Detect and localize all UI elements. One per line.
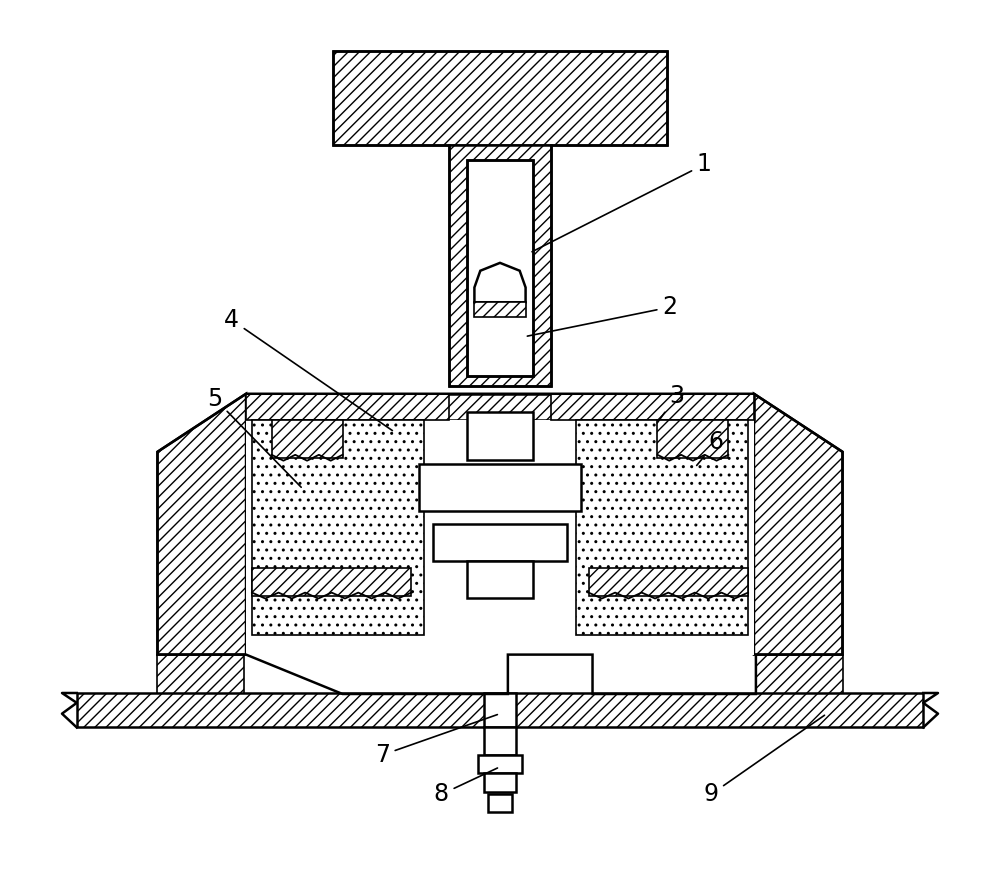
Bar: [467, 159, 533, 376]
Bar: [484, 773, 516, 792]
Bar: [333, 51, 667, 145]
Bar: [486, 695, 514, 726]
Polygon shape: [246, 421, 754, 694]
Text: 7: 7: [375, 714, 497, 767]
Text: 1: 1: [532, 152, 712, 252]
Polygon shape: [474, 263, 526, 302]
Text: 3: 3: [657, 384, 684, 423]
Bar: [449, 145, 551, 386]
Text: 5: 5: [207, 386, 301, 487]
Polygon shape: [754, 393, 843, 655]
Bar: [484, 693, 516, 728]
Text: 6: 6: [697, 430, 724, 466]
Bar: [467, 159, 533, 376]
Bar: [419, 463, 581, 511]
Bar: [467, 413, 533, 460]
Bar: [252, 421, 424, 635]
Text: 8: 8: [434, 768, 497, 806]
Text: 9: 9: [704, 715, 825, 806]
Bar: [484, 728, 516, 755]
Bar: [576, 421, 748, 635]
Polygon shape: [157, 393, 246, 655]
Bar: [157, 655, 244, 694]
Bar: [433, 523, 567, 561]
Bar: [77, 693, 923, 728]
Bar: [478, 755, 522, 773]
Bar: [272, 421, 343, 458]
Polygon shape: [246, 393, 754, 421]
Bar: [467, 561, 533, 598]
Text: 4: 4: [224, 308, 392, 431]
Bar: [589, 568, 748, 596]
Bar: [756, 655, 843, 694]
Bar: [474, 302, 526, 317]
Polygon shape: [246, 393, 449, 421]
Bar: [252, 568, 411, 596]
Bar: [657, 421, 728, 458]
Bar: [488, 795, 512, 812]
Text: 2: 2: [527, 295, 677, 336]
Polygon shape: [551, 393, 754, 421]
